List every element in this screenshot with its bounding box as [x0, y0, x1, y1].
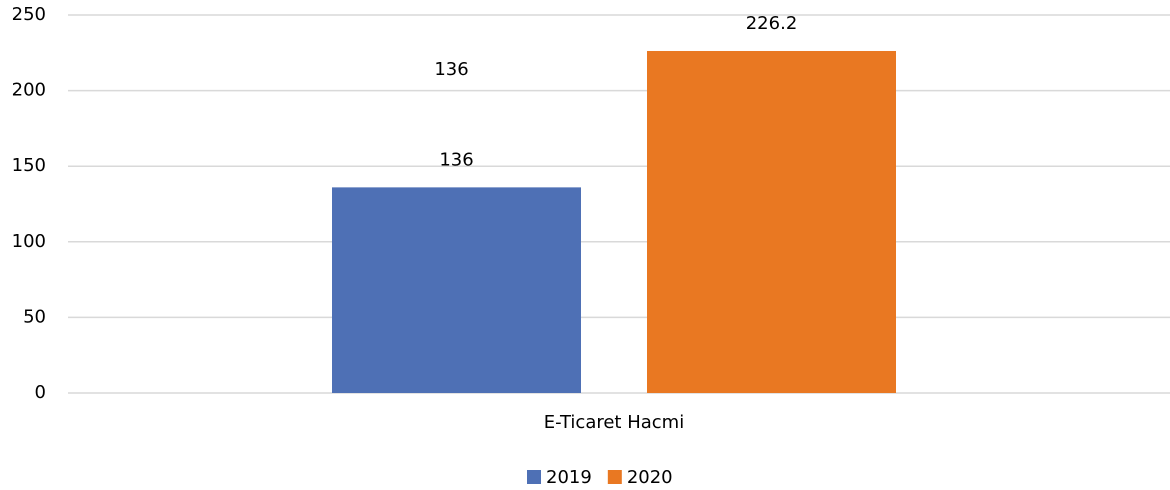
y-tick-label: 100: [12, 231, 46, 252]
data-label: 136: [439, 149, 473, 170]
y-tick-label: 200: [12, 80, 46, 101]
legend-swatch: [527, 470, 541, 484]
y-tick-label: 50: [23, 306, 46, 327]
x-tick-label: E-Ticaret Hacmi: [544, 412, 684, 433]
annotation: 136: [434, 59, 468, 80]
bar: [647, 50, 896, 394]
legend-swatch: [607, 470, 622, 484]
legend-label: 2019: [546, 467, 592, 488]
y-tick-label: 0: [35, 382, 46, 403]
data-label: 226.2: [746, 13, 798, 34]
bar: [332, 187, 581, 393]
y-tick-label: 250: [12, 4, 46, 25]
legend-label: 2020: [627, 467, 673, 488]
y-tick-label: 150: [12, 155, 46, 176]
